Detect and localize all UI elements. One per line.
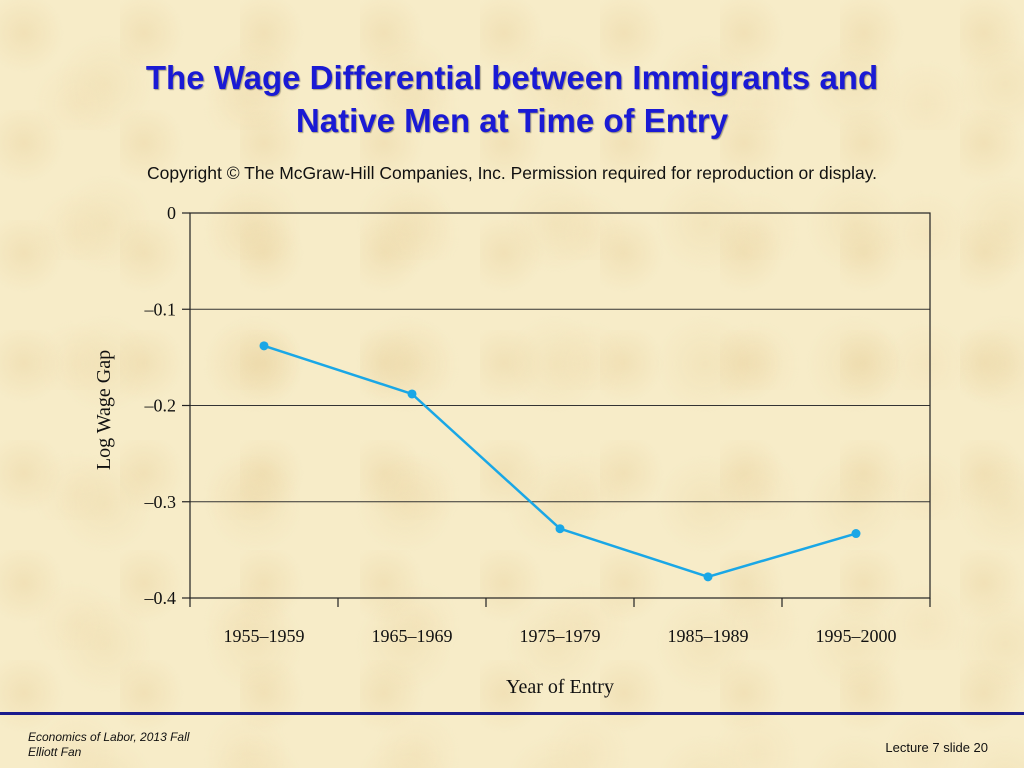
- data-point: [851, 529, 861, 539]
- y-axis-label: Log Wage Gap: [93, 350, 115, 470]
- x-tick-label: 1985–1989: [668, 626, 749, 646]
- slide-title: The Wage Differential between Immigrants…: [40, 56, 984, 142]
- x-axis-ticks: 1955–1959 1965–1969 1975–1979 1985–1989 1995…: [189, 598, 931, 646]
- y-tick-label: –0.1: [144, 299, 177, 319]
- copyright-notice: Copyright © The McGraw-Hill Companies, I…: [146, 163, 878, 183]
- slide-title-line-2: Native Men at Time of Entry: [295, 102, 729, 139]
- x-tick-label: 1965–1969: [372, 626, 453, 646]
- x-axis-label: Year of Entry: [506, 676, 614, 698]
- y-tick-label: –0.4: [144, 588, 177, 608]
- data-point: [555, 524, 565, 534]
- y-tick-label: 0: [167, 203, 176, 223]
- footer-course: Economics of Labor, 2013 Fall: [28, 730, 190, 744]
- gridlines: [190, 308, 930, 503]
- x-tick-label: 1955–1959: [224, 626, 305, 646]
- footer-divider: [0, 712, 1024, 715]
- footer-author: Elliott Fan: [28, 745, 82, 759]
- y-tick-label: –0.3: [144, 492, 177, 512]
- footer-course-info: Economics of Labor, 2013 Fall Elliott Fa…: [28, 730, 189, 760]
- line-chart: 0 –0.1 –0.2 –0.3 –0.4 1955–1959 1965–1969 1975…: [93, 203, 931, 698]
- y-tick-label: –0.2: [144, 396, 177, 416]
- series-line: [263, 344, 857, 579]
- footer-slide-number: Lecture 7 slide 20: [885, 740, 988, 755]
- data-point: [259, 341, 269, 351]
- y-axis-ticks: 0 –0.1 –0.2 –0.3 –0.4: [144, 203, 190, 608]
- slide-title-line-1: The Wage Differential between Immigrants…: [145, 59, 879, 96]
- x-tick-label: 1975–1979: [520, 626, 601, 646]
- data-point: [703, 572, 713, 582]
- series: [259, 341, 861, 582]
- x-tick-label: 1995–2000: [816, 626, 897, 646]
- data-point: [407, 389, 417, 399]
